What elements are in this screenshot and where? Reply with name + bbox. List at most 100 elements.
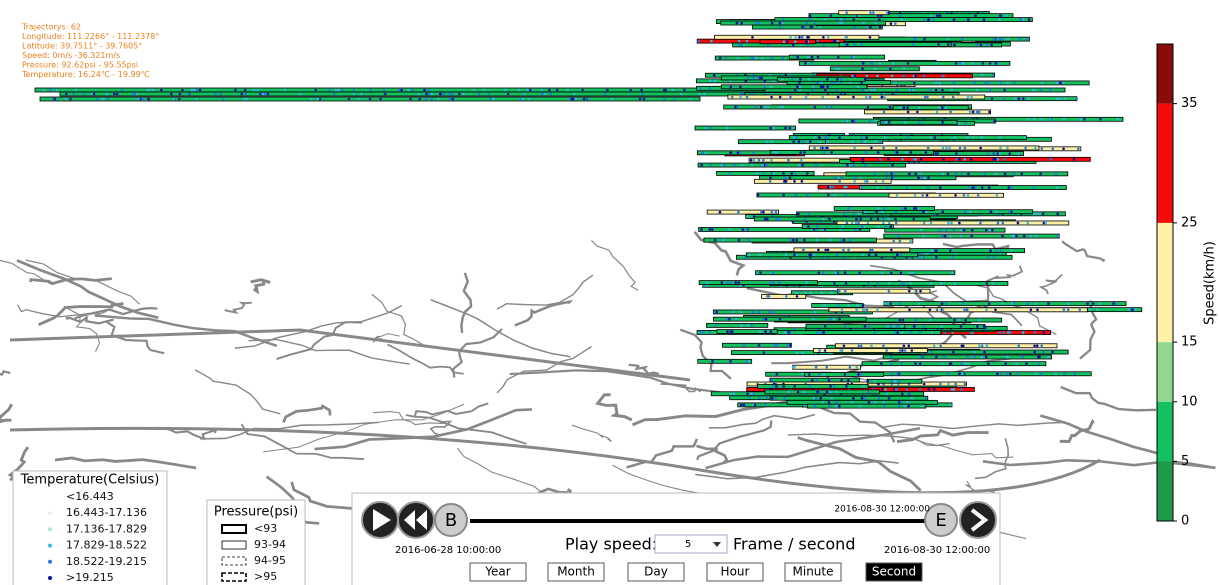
sample <box>573 93 576 96</box>
sample <box>427 93 430 96</box>
sample <box>764 404 767 407</box>
sample <box>860 218 863 221</box>
sample <box>815 164 818 167</box>
sample <box>709 127 712 130</box>
trajectory <box>699 281 817 285</box>
road <box>251 280 271 291</box>
granularity-button[interactable]: Month <box>548 563 604 581</box>
sample <box>933 388 936 391</box>
sample <box>924 96 927 99</box>
sample <box>869 36 872 39</box>
sample <box>983 18 986 21</box>
sample <box>801 36 804 39</box>
legend-marker <box>48 495 52 499</box>
sample <box>887 218 890 221</box>
sample <box>909 392 912 395</box>
sample <box>889 67 892 70</box>
sample <box>878 18 881 21</box>
rewind-button[interactable] <box>398 502 434 538</box>
sample <box>220 93 223 96</box>
speed-select[interactable]: 5 <box>655 535 727 553</box>
granularity-button[interactable]: Day <box>628 563 684 581</box>
forward-button[interactable] <box>960 502 996 538</box>
sample <box>1006 147 1009 150</box>
sample <box>764 330 767 333</box>
sample <box>782 385 785 388</box>
sample <box>769 180 772 183</box>
sample <box>430 98 433 101</box>
sample <box>890 249 893 252</box>
sample <box>199 89 202 92</box>
speed-value: 5 <box>685 539 691 550</box>
sample <box>462 93 465 96</box>
sample <box>792 140 795 143</box>
sample <box>851 120 854 123</box>
sample <box>905 186 908 189</box>
sample <box>711 360 714 363</box>
sample <box>566 89 569 92</box>
sample <box>857 373 860 376</box>
sample <box>1078 309 1081 312</box>
sample <box>758 396 761 399</box>
sample <box>962 302 965 305</box>
sample <box>1057 235 1060 238</box>
sample <box>994 309 997 312</box>
sample <box>879 62 882 65</box>
sample <box>807 56 810 59</box>
sample <box>507 93 510 96</box>
sample <box>890 271 893 274</box>
sample <box>951 256 954 259</box>
sample <box>528 98 531 101</box>
sample <box>817 249 820 252</box>
sample <box>1040 89 1043 92</box>
sample <box>672 89 675 92</box>
sample <box>844 36 847 39</box>
sample <box>936 309 939 312</box>
sample <box>789 176 792 179</box>
granularity-button[interactable]: Second <box>866 563 922 581</box>
sample <box>1017 344 1020 347</box>
road <box>10 428 1100 492</box>
sample <box>910 151 913 154</box>
sample <box>1021 356 1024 359</box>
sample <box>583 98 586 101</box>
sample <box>867 391 870 394</box>
sample <box>996 194 999 197</box>
sample <box>918 106 921 109</box>
sample <box>849 366 852 369</box>
play-button[interactable] <box>362 502 398 538</box>
sample <box>803 391 806 394</box>
sample <box>901 325 904 328</box>
colorbar-segment <box>1157 223 1173 342</box>
info-line: Speed: 0m/s -36.321m/s <box>22 51 120 60</box>
sample <box>885 349 888 352</box>
legend-label: >19.215 <box>66 571 114 584</box>
sample <box>858 405 861 408</box>
sample <box>944 235 947 238</box>
sample <box>912 89 915 92</box>
sample <box>972 136 975 139</box>
sample <box>1015 235 1018 238</box>
sample <box>753 159 756 162</box>
road <box>883 422 1063 428</box>
sample <box>549 93 552 96</box>
sample <box>952 351 955 354</box>
sample <box>868 254 871 257</box>
granularity-button[interactable]: Year <box>470 563 526 581</box>
sample <box>795 239 798 242</box>
begin-handle[interactable]: B <box>435 504 467 536</box>
sample <box>411 89 414 92</box>
sample <box>844 271 847 274</box>
sample <box>894 218 897 221</box>
granularity-button[interactable]: Minute <box>785 563 841 581</box>
sample <box>822 271 825 274</box>
sample <box>970 158 973 161</box>
sample <box>947 383 950 386</box>
sample <box>954 282 957 285</box>
sample <box>1042 351 1045 354</box>
sample <box>998 18 1001 21</box>
granularity-button[interactable]: Hour <box>707 563 763 581</box>
road <box>0 404 12 421</box>
sample <box>783 397 786 400</box>
sample <box>851 222 854 225</box>
